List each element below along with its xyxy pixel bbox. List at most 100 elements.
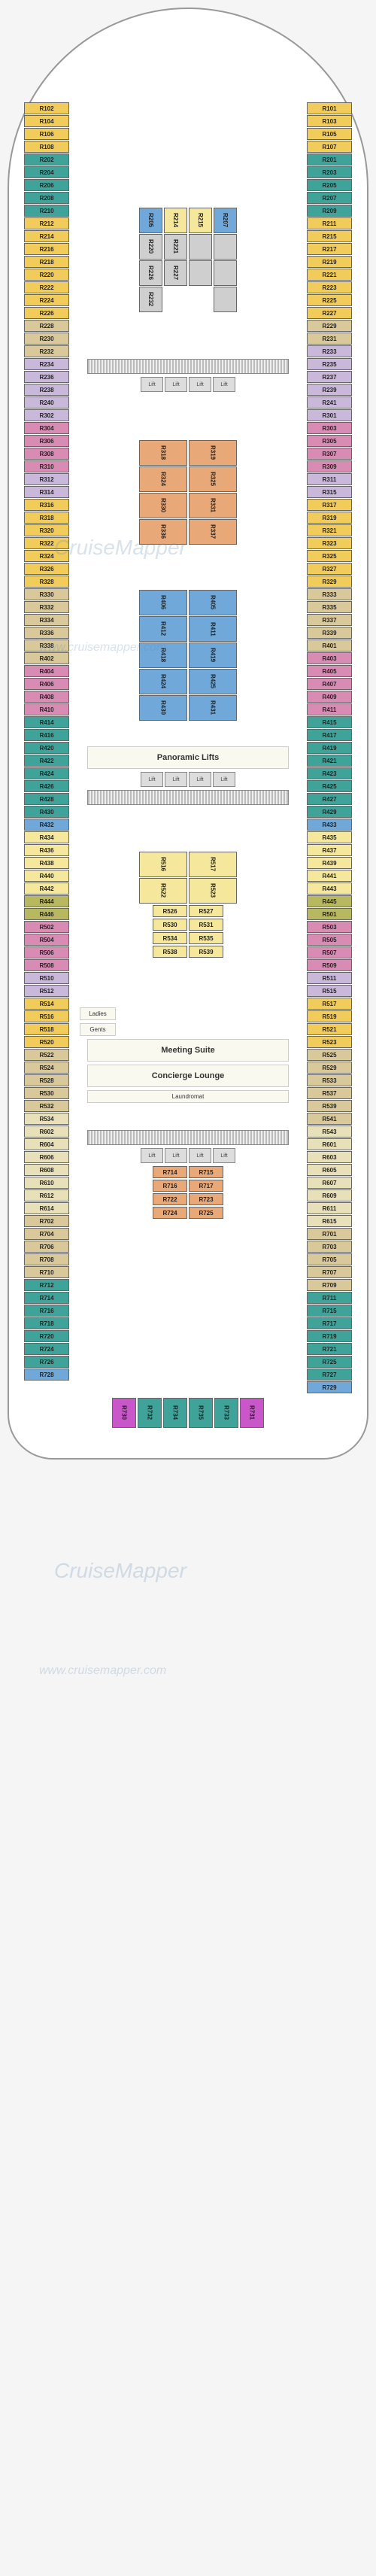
cabin[interactable]: R439 bbox=[307, 857, 352, 869]
cabin[interactable]: R406 bbox=[139, 590, 187, 615]
cabin[interactable]: R425 bbox=[189, 669, 237, 694]
cabin[interactable]: R417 bbox=[307, 729, 352, 741]
cabin[interactable]: R516 bbox=[139, 852, 187, 877]
cabin[interactable]: R337 bbox=[307, 614, 352, 626]
cabin[interactable]: R441 bbox=[307, 870, 352, 882]
cabin[interactable]: R402 bbox=[24, 652, 69, 664]
cabin[interactable]: R235 bbox=[307, 358, 352, 370]
cabin[interactable]: R511 bbox=[307, 972, 352, 984]
cabin[interactable]: R732 bbox=[138, 1398, 162, 1428]
cabin[interactable]: R424 bbox=[24, 767, 69, 779]
cabin[interactable] bbox=[214, 260, 237, 286]
cabin[interactable]: R730 bbox=[112, 1398, 136, 1428]
cabin[interactable]: R539 bbox=[189, 946, 223, 958]
cabin[interactable]: R543 bbox=[307, 1125, 352, 1138]
cabin[interactable]: R237 bbox=[307, 371, 352, 383]
lift[interactable]: Lift bbox=[165, 772, 187, 787]
cabin[interactable]: R722 bbox=[153, 1193, 187, 1205]
cabin[interactable]: R519 bbox=[307, 1010, 352, 1022]
cabin[interactable]: R108 bbox=[24, 141, 69, 153]
cabin[interactable]: R401 bbox=[307, 639, 352, 652]
cabin[interactable]: R221 bbox=[307, 269, 352, 281]
cabin[interactable]: R438 bbox=[24, 857, 69, 869]
cabin[interactable]: R509 bbox=[307, 959, 352, 971]
cabin[interactable]: R205 bbox=[139, 208, 162, 233]
cabin[interactable]: R603 bbox=[307, 1151, 352, 1163]
cabin[interactable]: R328 bbox=[24, 576, 69, 588]
lift[interactable]: Lift bbox=[213, 377, 235, 392]
cabin[interactable] bbox=[189, 260, 212, 286]
cabin[interactable]: R204 bbox=[24, 166, 69, 178]
cabin[interactable]: R336 bbox=[24, 627, 69, 639]
cabin[interactable]: R230 bbox=[24, 333, 69, 345]
cabin[interactable]: R234 bbox=[24, 358, 69, 370]
cabin[interactable]: R220 bbox=[24, 269, 69, 281]
lift[interactable]: Lift bbox=[165, 1148, 187, 1163]
cabin[interactable]: R515 bbox=[307, 985, 352, 997]
cabin[interactable]: R429 bbox=[307, 806, 352, 818]
cabin[interactable]: R416 bbox=[24, 729, 69, 741]
cabin[interactable]: R614 bbox=[24, 1202, 69, 1214]
cabin[interactable]: R523 bbox=[189, 878, 237, 904]
cabin[interactable]: R611 bbox=[307, 1202, 352, 1214]
cabin[interactable]: R609 bbox=[307, 1189, 352, 1201]
cabin[interactable]: R601 bbox=[307, 1138, 352, 1150]
lift[interactable]: Lift bbox=[189, 772, 211, 787]
cabin[interactable]: R423 bbox=[307, 767, 352, 779]
cabin[interactable]: R320 bbox=[24, 524, 69, 536]
cabin[interactable]: R217 bbox=[307, 243, 352, 255]
cabin[interactable]: R408 bbox=[24, 691, 69, 703]
cabin[interactable]: R303 bbox=[307, 422, 352, 434]
cabin[interactable]: R608 bbox=[24, 1164, 69, 1176]
cabin[interactable]: R604 bbox=[24, 1138, 69, 1150]
cabin[interactable]: R324 bbox=[139, 466, 187, 492]
cabin[interactable]: R521 bbox=[307, 1023, 352, 1035]
cabin[interactable]: R203 bbox=[307, 166, 352, 178]
cabin[interactable]: R101 bbox=[307, 102, 352, 114]
cabin[interactable]: R520 bbox=[24, 1036, 69, 1048]
cabin[interactable]: R211 bbox=[307, 217, 352, 229]
cabin[interactable]: R719 bbox=[307, 1330, 352, 1342]
cabin[interactable]: R434 bbox=[24, 831, 69, 843]
cabin[interactable]: R430 bbox=[139, 695, 187, 721]
cabin[interactable]: R322 bbox=[24, 537, 69, 549]
cabin[interactable]: R102 bbox=[24, 102, 69, 114]
cabin[interactable]: R223 bbox=[307, 281, 352, 293]
cabin[interactable]: R208 bbox=[24, 192, 69, 204]
cabin[interactable]: R444 bbox=[24, 895, 69, 907]
cabin[interactable]: R302 bbox=[24, 409, 69, 421]
cabin[interactable]: R232 bbox=[139, 287, 162, 312]
cabin[interactable]: R419 bbox=[189, 642, 237, 668]
cabin[interactable]: R209 bbox=[307, 205, 352, 217]
cabin[interactable]: R733 bbox=[214, 1398, 238, 1428]
lift[interactable]: Lift bbox=[141, 1148, 163, 1163]
cabin[interactable]: R306 bbox=[24, 435, 69, 447]
cabin[interactable]: R717 bbox=[307, 1317, 352, 1329]
cabin[interactable]: R602 bbox=[24, 1125, 69, 1138]
cabin[interactable]: R236 bbox=[24, 371, 69, 383]
cabin[interactable]: R336 bbox=[139, 519, 187, 545]
cabin[interactable]: R105 bbox=[307, 128, 352, 140]
cabin[interactable]: R714 bbox=[24, 1292, 69, 1304]
cabin[interactable]: R330 bbox=[24, 588, 69, 600]
cabin[interactable]: R709 bbox=[307, 1279, 352, 1291]
cabin[interactable]: R225 bbox=[307, 294, 352, 306]
cabin[interactable]: R530 bbox=[24, 1087, 69, 1099]
cabin[interactable]: R517 bbox=[189, 852, 237, 877]
cabin[interactable]: R321 bbox=[307, 524, 352, 536]
cabin[interactable]: R318 bbox=[24, 512, 69, 524]
cabin[interactable]: R502 bbox=[24, 921, 69, 933]
cabin[interactable]: R527 bbox=[189, 905, 223, 917]
cabin[interactable]: R539 bbox=[307, 1100, 352, 1112]
cabin[interactable]: R325 bbox=[307, 550, 352, 562]
cabin[interactable]: R723 bbox=[189, 1193, 223, 1205]
cabin[interactable]: R415 bbox=[307, 716, 352, 728]
cabin[interactable]: R226 bbox=[24, 307, 69, 319]
cabin[interactable]: R316 bbox=[24, 499, 69, 511]
cabin[interactable]: R238 bbox=[24, 384, 69, 396]
cabin[interactable]: R538 bbox=[153, 946, 187, 958]
cabin[interactable]: R411 bbox=[189, 616, 237, 642]
cabin[interactable]: R725 bbox=[189, 1207, 223, 1219]
cabin[interactable]: R701 bbox=[307, 1228, 352, 1240]
cabin[interactable]: R104 bbox=[24, 115, 69, 127]
